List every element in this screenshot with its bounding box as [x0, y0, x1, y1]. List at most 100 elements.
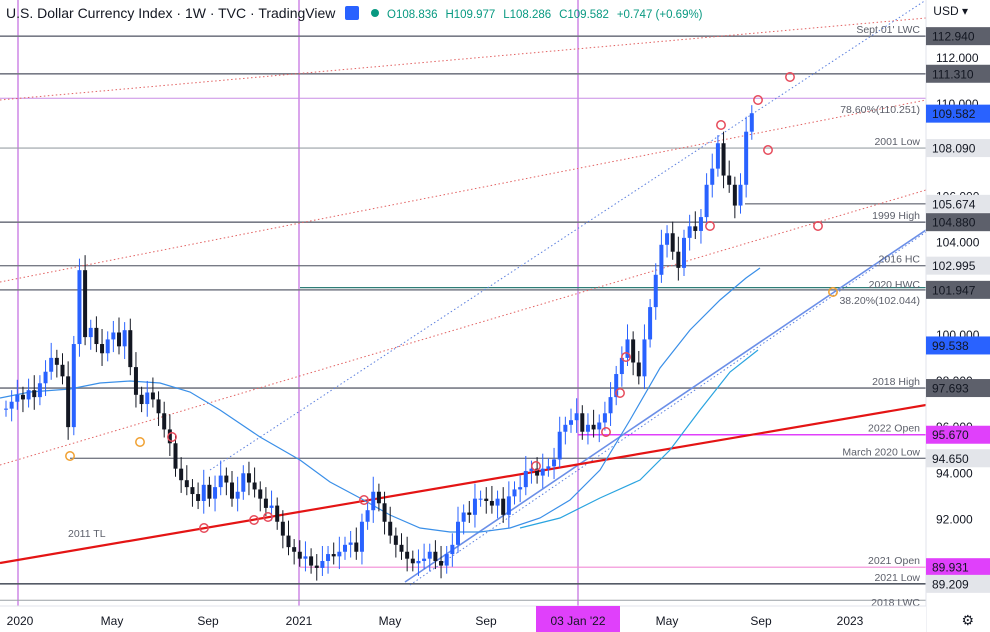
- candle: [196, 482, 201, 510]
- price-tag: 94.650: [926, 449, 990, 468]
- candle-body: [162, 413, 167, 430]
- candle-body: [393, 535, 398, 545]
- candle: [133, 352, 138, 408]
- candle: [354, 527, 359, 560]
- currency-label: USD: [933, 4, 959, 18]
- candle: [704, 173, 709, 226]
- candle-body: [676, 251, 681, 268]
- candle-body: [343, 544, 347, 552]
- price-tag-value: 105.674: [932, 197, 976, 211]
- candle-body: [552, 459, 557, 467]
- candle: [326, 545, 331, 574]
- pivot-marker-red: [249, 515, 259, 525]
- candle-body: [303, 556, 308, 559]
- candle: [608, 382, 613, 426]
- candle-body: [484, 498, 489, 501]
- pivot-marker-red: [716, 120, 726, 130]
- candle: [489, 485, 494, 514]
- flag-icon[interactable]: [345, 6, 360, 20]
- candle-body: [512, 489, 517, 497]
- candle-body: [292, 547, 297, 552]
- candle: [359, 513, 364, 565]
- candle-body: [275, 505, 280, 522]
- candle-body: [382, 503, 387, 522]
- candle: [365, 498, 370, 530]
- pivot-marker-red: [531, 461, 541, 471]
- candle-body: [224, 475, 229, 483]
- candle-body: [263, 498, 268, 508]
- candle-body: [20, 394, 25, 400]
- pivot-marker-red: [705, 221, 715, 231]
- candle: [331, 542, 336, 565]
- level-label: 2001 Low: [874, 136, 920, 148]
- candle-body: [738, 184, 743, 206]
- candle: [241, 465, 246, 500]
- candle-body: [518, 487, 523, 490]
- candle: [230, 470, 234, 507]
- candle: [20, 386, 25, 413]
- candle: [162, 401, 167, 438]
- time-axis[interactable]: [0, 606, 926, 632]
- price-tag: 99.538: [926, 336, 990, 355]
- candle-body: [693, 226, 698, 231]
- pivot-marker-red: [199, 523, 209, 533]
- price-tag-bg: [926, 139, 990, 158]
- candle-body: [190, 487, 195, 495]
- candle: [26, 378, 31, 408]
- candle-body: [433, 551, 438, 561]
- candle: [569, 408, 573, 433]
- candle: [382, 491, 387, 535]
- candle-body: [66, 376, 71, 428]
- candle: [94, 316, 99, 353]
- price-tag-bg: [926, 256, 990, 275]
- candle: [32, 375, 37, 410]
- candle: [4, 400, 8, 417]
- candle-body: [359, 521, 364, 552]
- candle: [416, 549, 421, 576]
- x-axis-label: May: [101, 614, 124, 628]
- channel-red-mid: [0, 99, 926, 283]
- candle-body: [472, 498, 477, 515]
- candle: [376, 483, 381, 512]
- gear-icon[interactable]: ⚙: [961, 612, 974, 628]
- candle-body: [399, 544, 404, 552]
- level-label: 38.20%(102.044): [839, 295, 920, 307]
- price-tag-value: 95.670: [932, 428, 969, 442]
- candle: [167, 414, 172, 456]
- price-tag-bg: [926, 379, 990, 398]
- currency-selector[interactable]: USD ▾: [933, 4, 968, 18]
- candle-body: [49, 357, 54, 372]
- candle: [218, 460, 223, 496]
- candle: [495, 490, 500, 519]
- candle-body: [218, 475, 223, 488]
- candle: [523, 455, 528, 496]
- price-tag: 104.880: [926, 213, 990, 232]
- ohlc-high: H109.977: [445, 9, 496, 21]
- candle: [484, 487, 489, 514]
- candle-body: [501, 498, 506, 515]
- candle-body: [117, 332, 121, 347]
- pivot-marker-red: [785, 72, 795, 82]
- price-tag-bg: [926, 194, 990, 213]
- candle-body: [405, 551, 410, 559]
- candle: [190, 479, 195, 507]
- plot-area: Sept 01' LWC 78.60%(110.251) 2001 Low 1999 …: [0, 0, 926, 606]
- price-tag-value: 112.940: [932, 30, 975, 44]
- candle: [117, 317, 121, 355]
- candle: [252, 467, 257, 498]
- price-tag-bg: [926, 558, 990, 577]
- price-tag-value: 94.650: [932, 452, 969, 466]
- price-axis[interactable]: [926, 0, 990, 632]
- candle-body: [94, 327, 99, 345]
- candle: [552, 447, 557, 480]
- candle-body: [410, 558, 415, 564]
- candle-body: [309, 556, 314, 566]
- pivot-marker-red: [753, 95, 763, 105]
- candle: [88, 319, 93, 350]
- candle-body: [687, 226, 692, 238]
- symbol-title[interactable]: U.S. Dollar Currency Index · 1W · TVC · …: [6, 5, 336, 21]
- candle-body: [280, 521, 285, 536]
- candle-body: [710, 168, 715, 185]
- candle-body: [461, 512, 466, 522]
